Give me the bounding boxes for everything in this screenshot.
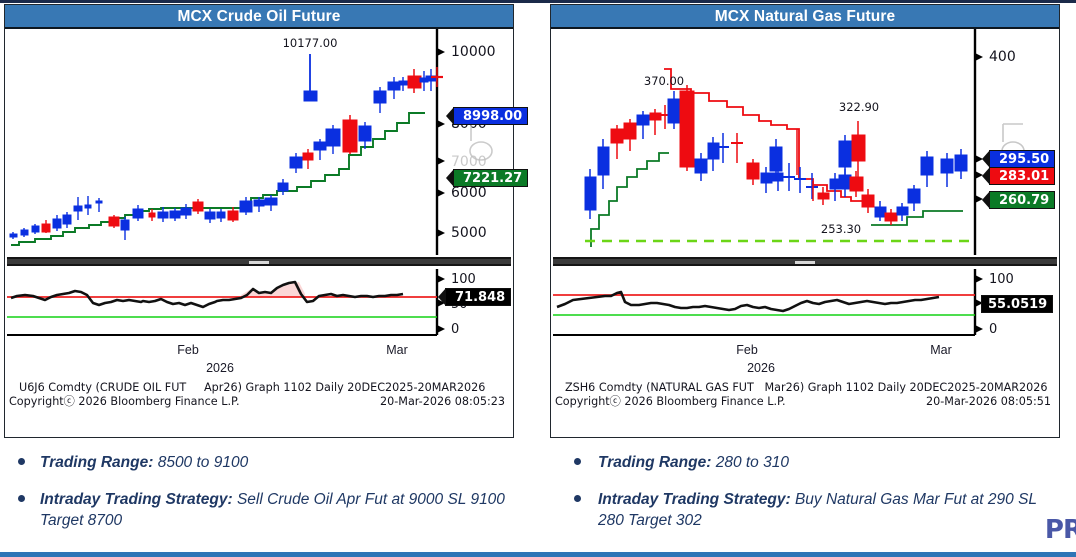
chart-title-natural-gas: MCX Natural Gas Future: [551, 5, 1059, 29]
x-label-mar-crude: Mar: [386, 343, 408, 357]
svg-text:10000: 10000: [451, 44, 496, 60]
price-tag-resistance-gas[interactable]: 283.01: [981, 167, 1056, 185]
splitter-grip: [249, 261, 269, 264]
top-rule: [0, 0, 1076, 3]
note-lead: Trading Range:: [40, 454, 154, 471]
price-tag-last-crude[interactable]: 8998.00: [445, 107, 529, 125]
annotation-low-gas: 253.30: [821, 222, 861, 236]
svg-text:7000: 7000: [451, 154, 487, 170]
svg-text:0: 0: [989, 322, 997, 337]
svg-text:400: 400: [989, 49, 1016, 65]
pane-splitter-gas[interactable]: [553, 257, 1057, 266]
svg-text:100: 100: [451, 272, 476, 287]
price-chart-svg-gas: 370.00 322.90 253.30 400: [551, 29, 1059, 255]
note-intraday-strategy-crude: Intraday Trading Strategy: Sell Crude Oi…: [0, 489, 538, 531]
x-axis-year-crude: 2026: [206, 361, 234, 375]
chart-title-crude-oil: MCX Crude Oil Future: [5, 5, 513, 29]
price-pane-crude-oil: 10177.00 10000 8000 7000 6000 5000 8: [5, 29, 529, 255]
chart-footer-gas: ZSH6 Comdty (NATURAL GAS FUT Mar26) Grap…: [551, 381, 1059, 409]
price-tag-last-gas[interactable]: 295.50: [981, 150, 1056, 168]
candle-series-crude: [9, 54, 443, 240]
rsi-pane-natural-gas: 100 0 55.0519: [551, 269, 1059, 341]
note-trading-range-crude: Trading Range: 8500 to 9100: [0, 452, 538, 473]
chart-card-crude-oil: MCX Crude Oil Future: [4, 4, 529, 438]
annotation-mid-gas: 322.90: [839, 100, 879, 114]
footer-instrument-crude: U6J6 Comdty (CRUDE OIL FUT Apr26) Graph …: [19, 381, 486, 394]
rsi-tag-gas[interactable]: 55.0519: [981, 295, 1054, 313]
price-tag-support-gas[interactable]: 260.79: [981, 191, 1056, 209]
candle-series-gas: [584, 85, 968, 225]
x-axis-months-crude: Feb Mar: [5, 343, 513, 361]
note-text: 280 to 310: [711, 454, 789, 471]
rsi-tag-crude[interactable]: 71.848: [437, 288, 512, 306]
price-pane-natural-gas: 370.00 322.90 253.30 400 295.50 283.01 2…: [551, 29, 1059, 255]
chart-footer-crude: U6J6 Comdty (CRUDE OIL FUT Apr26) Graph …: [5, 381, 513, 409]
bullet-dot-icon: [574, 458, 581, 465]
price-chart-svg-crude: 10177.00 10000 8000 7000 6000 5000: [5, 29, 513, 255]
x-axis-year-gas: 2026: [747, 361, 775, 375]
x-axis-months-gas: Feb Mar: [551, 343, 1059, 361]
bullet-dot-icon: [18, 458, 25, 465]
note-lead: Trading Range:: [598, 454, 712, 471]
bullet-dot-icon: [574, 495, 581, 502]
svg-text:0: 0: [451, 322, 459, 337]
note-trading-range-gas: Trading Range: 280 to 310: [538, 452, 1076, 473]
note-text: 8500 to 9100: [153, 454, 249, 471]
rsi-pane-crude-oil: 100 50 0 71.848: [5, 269, 513, 341]
bottom-rule: [0, 552, 1076, 557]
candle-series-gas-b: [769, 121, 866, 181]
footer-instrument-gas: ZSH6 Comdty (NATURAL GAS FUT Mar26) Grap…: [565, 381, 1048, 394]
note-lead: Intraday Trading Strategy:: [598, 491, 791, 508]
x-label-feb-crude: Feb: [177, 343, 199, 357]
bullet-dot-icon: [18, 495, 25, 502]
rsi-chart-svg-gas: 100 0: [551, 269, 1059, 341]
x-label-mar-gas: Mar: [930, 343, 952, 357]
x-label-feb-gas: Feb: [736, 343, 758, 357]
footer-timestamp-crude: 20-Mar-2026 08:05:23: [380, 395, 505, 408]
watermark-logo: PR: [1044, 515, 1076, 545]
note-lead: Intraday Trading Strategy:: [40, 491, 233, 508]
annotation-high-crude: 10177.00: [283, 36, 338, 50]
footer-copyright-gas: Copyrightⓒ 2026 Bloomberg Finance L.P.: [555, 395, 786, 408]
rsi-chart-svg-crude: 100 50 0: [5, 269, 513, 341]
note-text: Buy Natural Gas Mar Fut at 290 SL 280 Ta…: [598, 491, 1037, 529]
footer-timestamp-gas: 20-Mar-2026 08:05:51: [926, 395, 1051, 408]
price-tag-supertrend-crude[interactable]: 7221.27: [445, 169, 529, 187]
svg-text:100: 100: [989, 272, 1014, 287]
note-text: Sell Crude Oil Apr Fut at 9000 SL 9100 T…: [40, 491, 505, 529]
splitter-grip: [795, 261, 815, 264]
panel-natural-gas: MCX Natural Gas Future: [538, 0, 1076, 557]
svg-text:5000: 5000: [451, 225, 487, 241]
annotation-high-gas: 370.00: [644, 74, 684, 88]
chart-body-natural-gas: 370.00 322.90 253.30 400 295.50 283.01 2…: [551, 29, 1059, 437]
notes-natural-gas: Trading Range: 280 to 310 Intraday Tradi…: [538, 452, 1076, 547]
chart-card-natural-gas: MCX Natural Gas Future: [550, 4, 1060, 438]
svg-text:6000: 6000: [451, 185, 487, 201]
notes-crude-oil: Trading Range: 8500 to 9100 Intraday Tra…: [0, 452, 538, 547]
pane-splitter-crude[interactable]: [7, 257, 511, 266]
footer-copyright-crude: Copyrightⓒ 2026 Bloomberg Finance L.P.: [9, 395, 240, 408]
note-intraday-strategy-gas: Intraday Trading Strategy: Buy Natural G…: [538, 489, 1076, 531]
chart-body-crude-oil: 10177.00 10000 8000 7000 6000 5000 8: [5, 29, 529, 437]
panel-crude-oil: MCX Crude Oil Future: [0, 4, 538, 547]
